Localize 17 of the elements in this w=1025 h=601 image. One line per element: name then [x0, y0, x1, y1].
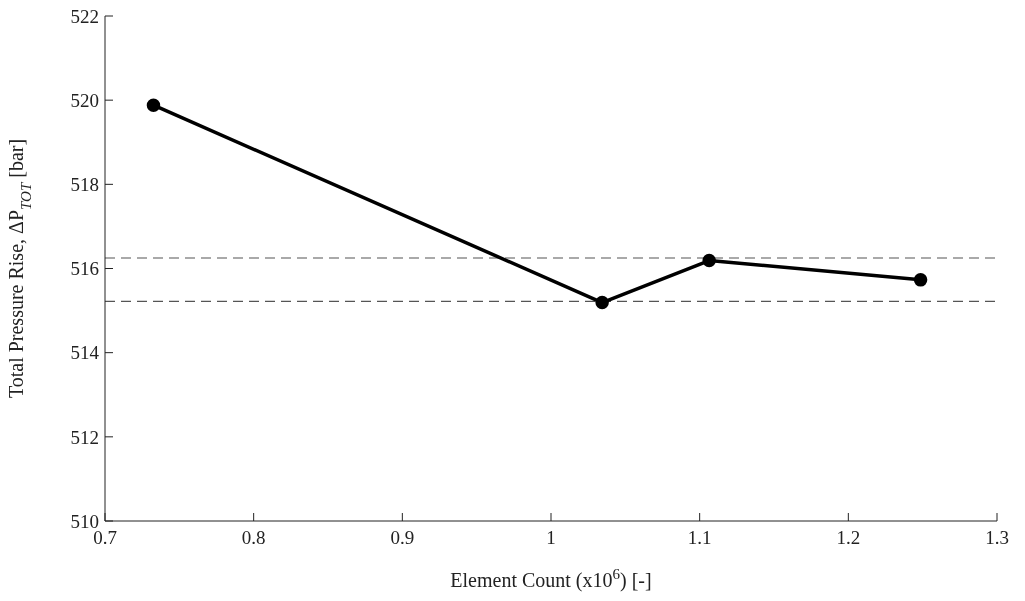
x-tick-label: 0.8	[241, 527, 266, 549]
point	[913, 273, 928, 287]
point	[702, 253, 716, 268]
x-axis-title: Element Count (x10$^{6}$) [-]	[450, 566, 652, 592]
x-tick-label: 1.2	[836, 527, 861, 549]
x-tick-label: 1.1	[687, 527, 712, 549]
y-tick-label: 520	[70, 89, 99, 111]
x-tick-label: 1.3	[985, 527, 1009, 549]
point	[146, 98, 161, 112]
x-tick-label: 1	[546, 527, 556, 549]
y-tick-label: 512	[70, 426, 99, 448]
y-tick-label: 522	[70, 5, 99, 27]
x-tick-label: 0.9	[390, 527, 415, 549]
y-tick-label: 518	[70, 174, 99, 196]
y-tick-label: 516	[70, 258, 99, 280]
point	[595, 295, 609, 310]
y-tick-label: 514	[70, 342, 100, 364]
